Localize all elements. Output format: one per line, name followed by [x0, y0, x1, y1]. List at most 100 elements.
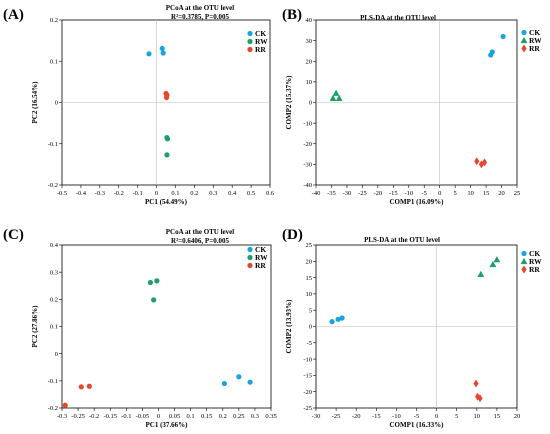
data-point-rr: [473, 379, 479, 388]
data-point-rw: [477, 270, 485, 277]
x-tick-label: 0: [157, 413, 160, 420]
data-point-rw: [489, 260, 497, 268]
x-tick-label: 10: [474, 413, 481, 420]
y-tick-label: 30: [306, 38, 313, 45]
y-tick-label: 5: [309, 307, 312, 314]
x-tick-label: 0: [435, 413, 438, 420]
legend-marker-rr: [247, 262, 253, 269]
x-tick-label: 15: [494, 413, 501, 420]
y-axis-label: PC2 (16.54%): [31, 81, 39, 124]
x-tick-label: -0.05: [136, 413, 150, 420]
legend-marker-ck: [521, 250, 527, 257]
x-tick-label: 0.3: [251, 413, 259, 420]
data-point-rw: [151, 297, 157, 303]
x-tick-label: 0.2: [190, 190, 198, 197]
data-point-ck: [335, 316, 341, 322]
panel-letter: (D): [282, 227, 303, 243]
legend-label: CK: [255, 245, 266, 254]
data-point-ck: [339, 315, 345, 321]
x-tick-label: 0.2: [219, 413, 227, 420]
data-point-rr: [62, 402, 68, 408]
y-tick-label: 0: [309, 100, 312, 107]
y-tick-label: -0.1: [48, 378, 58, 385]
x-tick-label: -0.2: [89, 413, 99, 420]
y-tick-label: -40: [303, 182, 312, 189]
y-tick-label: 0: [309, 324, 312, 331]
x-tick-label: 0.5: [247, 190, 255, 197]
y-tick-label: -30: [303, 162, 312, 169]
data-point-ck: [489, 49, 495, 55]
legend-marker-rr: [521, 44, 527, 53]
x-tick-label: 0.4: [228, 190, 237, 197]
legend-marker-ck: [247, 30, 253, 37]
x-axis-label: PC1 (54.49%): [145, 198, 188, 206]
panel-letter: (A): [3, 7, 24, 23]
data-point-rr: [78, 384, 84, 390]
x-tick-label: 5: [454, 190, 457, 197]
legend-label: CK: [255, 29, 266, 38]
y-tick-label: -0.2: [48, 405, 58, 412]
x-tick-label: -15: [389, 190, 398, 197]
y-tick-label: -20: [303, 141, 312, 148]
y-tick-label: 0: [55, 100, 58, 107]
x-axis-label: COMP1 (16.09%): [389, 198, 444, 206]
x-tick-label: -35: [327, 190, 336, 197]
panel-letter: (C): [3, 227, 24, 243]
legend-label: RW: [529, 257, 542, 266]
legend-label: RR: [529, 44, 540, 53]
y-tick-label: 40: [306, 17, 313, 24]
x-tick-label: -0.1: [132, 190, 142, 197]
chart-panel-4: (D) PLS-DA at the OTU level-30 -25 -20 -15 -1…: [282, 227, 542, 429]
chart-panel-2: (B) PLS-DA at the OTU level -40 -35 -30 -25 -2…: [282, 7, 542, 206]
legend-marker-rw: [520, 257, 528, 265]
y-tick-label: 0.2: [50, 17, 58, 24]
data-point-rw: [164, 152, 170, 158]
y-tick-label: -20: [303, 389, 312, 396]
x-axis-label: PC1 (37.66%): [146, 421, 189, 429]
data-point-rw: [332, 89, 340, 96]
y-tick-label: 0.1: [50, 324, 58, 331]
y-tick-label: 10: [306, 291, 313, 298]
y-tick-label: 0: [55, 351, 58, 358]
plot-frame: [61, 244, 272, 409]
x-tick-label: 0: [438, 190, 441, 197]
x-tick-label: -5: [414, 413, 419, 420]
x-tick-label: 0.35: [265, 413, 276, 420]
y-tick-label: 10: [306, 79, 313, 86]
data-point-rr: [477, 394, 483, 403]
legend-marker-rr: [521, 265, 527, 274]
data-point-ck: [159, 45, 165, 52]
data-point-rw: [493, 256, 501, 263]
chart-title: PLS-DA at the OTU level: [364, 236, 440, 244]
data-point-ck: [160, 50, 166, 56]
data-point-rr: [481, 158, 488, 167]
x-tick-label: -30: [312, 413, 321, 420]
data-point-rw: [329, 94, 337, 101]
y-tick-label: 0.3: [50, 269, 58, 276]
y-axis-label: PC2 (27.86%): [31, 305, 39, 348]
x-tick-label: -10: [404, 190, 413, 197]
x-tick-label: -25: [358, 190, 367, 197]
chart-stat: R²=0.6406, P=0.005: [171, 237, 229, 245]
x-tick-label: -0.3: [95, 190, 105, 197]
y-tick-label: -15: [303, 373, 312, 380]
data-point-ck: [247, 379, 253, 385]
legend-marker-rw: [247, 38, 253, 45]
y-tick-label: -0.2: [48, 182, 58, 189]
x-tick-label: -0.2: [114, 190, 124, 197]
data-point-rw: [147, 279, 154, 286]
x-tick-label: -20: [352, 413, 361, 420]
chart-title: PLS-DA at the OTU level: [360, 14, 436, 22]
legend-marker-rw: [520, 36, 528, 44]
data-point-ck: [329, 319, 335, 325]
y-axis-label: COMP2 (13.93%): [285, 299, 293, 354]
x-tick-label: 0.1: [171, 190, 179, 197]
data-point-ck: [221, 380, 227, 387]
x-tick-label: 0.3: [209, 190, 217, 197]
data-point-rw: [154, 278, 160, 284]
x-tick-label: -15: [372, 413, 381, 420]
y-tick-label: 0.2: [50, 297, 58, 304]
